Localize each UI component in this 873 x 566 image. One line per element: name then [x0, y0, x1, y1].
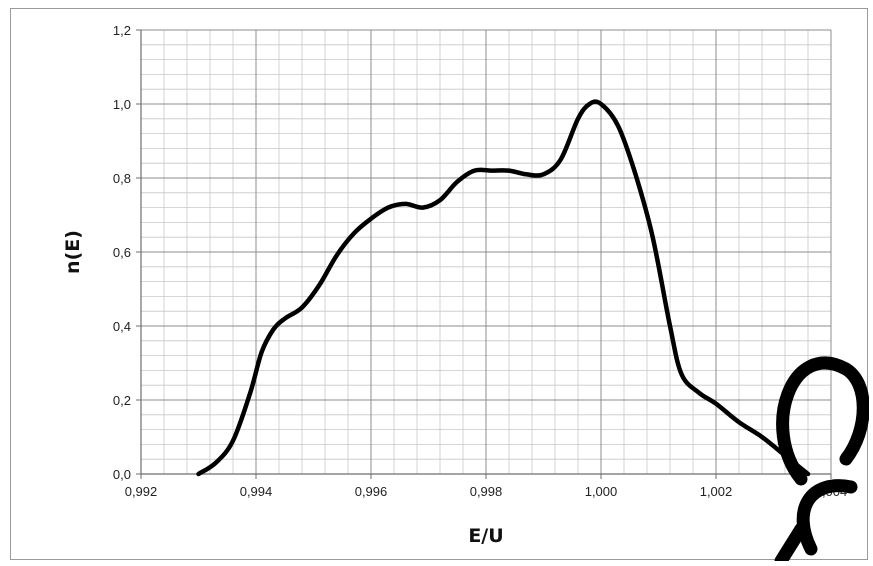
y-axis-title: n(E): [62, 230, 84, 274]
x-tick-label: 0,992: [125, 484, 158, 499]
y-tick-label: 0,6: [113, 245, 131, 260]
y-tick-label: 0,2: [113, 393, 131, 408]
y-tick-label: 0,0: [113, 467, 131, 482]
y-tick-labels: 0,0 0,2 0,4 0,6 0,8 1,0 1,2: [113, 23, 141, 482]
x-tick-label: 0,996: [355, 484, 388, 499]
x-tick-labels: 0,992 0,994 0,996 0,998 1,000 1,002 1,004: [125, 474, 847, 499]
x-tick-label: 1,002: [700, 484, 733, 499]
chart-frame: 0,0 0,2 0,4 0,6 0,8 1,0 1,2 0,992 0,994 0,996 0,9…: [10, 8, 869, 561]
y-tick-label: 1,2: [113, 23, 131, 38]
x-tick-label: 0,994: [240, 484, 273, 499]
x-tick-label: 1,000: [585, 484, 618, 499]
x-tick-label: 0,998: [470, 484, 503, 499]
y-tick-label: 0,4: [113, 319, 131, 334]
watermark-graphic: [774, 356, 869, 561]
line-chart: 0,0 0,2 0,4 0,6 0,8 1,0 1,2 0,992 0,994 0,996 0,9…: [62, 23, 869, 561]
y-tick-label: 1,0: [113, 97, 131, 112]
series-line: [196, 99, 811, 477]
x-axis-title: E/U: [468, 525, 503, 547]
y-tick-label: 0,8: [113, 171, 131, 186]
